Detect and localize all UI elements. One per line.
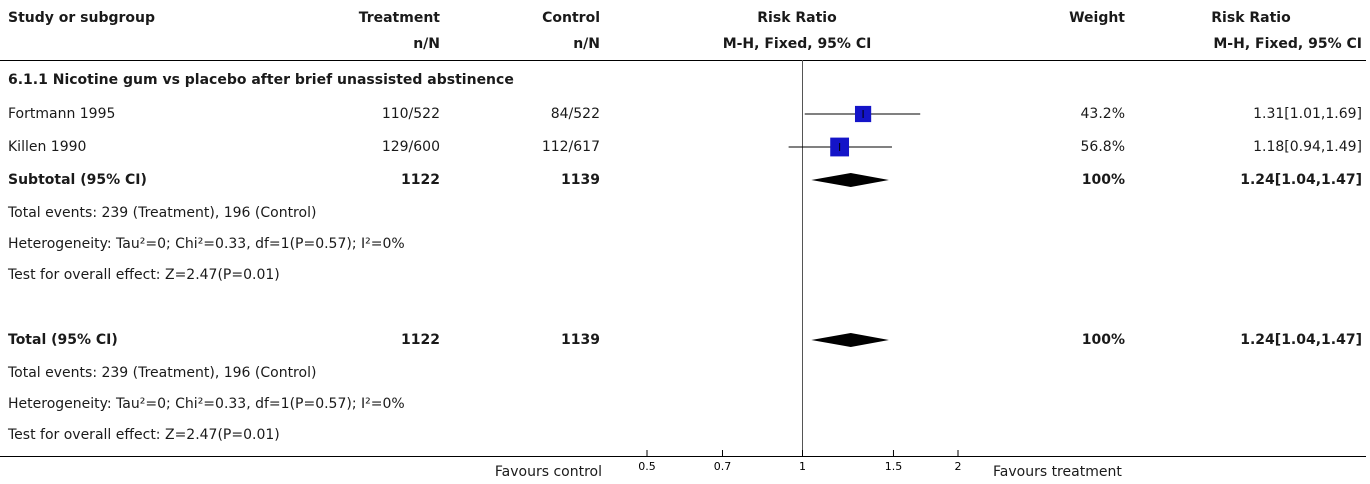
study-name: Killen 1990 bbox=[8, 139, 87, 155]
header-risk-ratio-value: Risk Ratio bbox=[1211, 10, 1291, 26]
subgroup-overall-effect: Test for overall effect: Z=2.47(P=0.01) bbox=[8, 267, 280, 283]
pooled-effect-diamond bbox=[811, 333, 889, 347]
header-control: Control bbox=[542, 10, 600, 26]
total-treatment: 1122 bbox=[401, 332, 440, 348]
total-heterogeneity: Heterogeneity: Tau²=0; Chi²=0.33, df=1(P… bbox=[8, 396, 405, 412]
header-divider bbox=[0, 60, 1366, 61]
header-control-sub: n/N bbox=[573, 36, 600, 52]
subgroup-title: 6.1.1 Nicotine gum vs placebo after brie… bbox=[8, 72, 514, 88]
header-study: Study or subgroup bbox=[8, 10, 156, 26]
axis-tick-label: 0.7 bbox=[714, 460, 732, 473]
footer-divider bbox=[0, 456, 1366, 457]
study-control: 84/522 bbox=[550, 106, 600, 122]
subgroup-heterogeneity: Heterogeneity: Tau²=0; Chi²=0.33, df=1(P… bbox=[8, 236, 405, 252]
study-weight: 43.2% bbox=[1080, 106, 1125, 122]
axis-tick-label: 1 bbox=[799, 460, 806, 473]
header-risk-ratio-plot: Risk Ratio bbox=[757, 10, 837, 26]
favours-control-label: Favours control bbox=[494, 464, 602, 480]
total-weight: 100% bbox=[1081, 332, 1125, 348]
study-treatment: 110/522 bbox=[381, 106, 440, 122]
study-ci: 1.18[0.94,1.49] bbox=[1253, 139, 1362, 155]
study-control: 112/617 bbox=[541, 139, 600, 155]
header-treatment-sub: n/N bbox=[413, 36, 440, 52]
total-label: Total (95% CI) bbox=[8, 332, 118, 348]
axis-tick-label: 0.5 bbox=[638, 460, 656, 473]
subtotal-treatment: 1122 bbox=[401, 172, 440, 188]
subgroup-total-events: Total events: 239 (Treatment), 196 (Cont… bbox=[8, 205, 317, 221]
subtotal-control: 1139 bbox=[561, 172, 600, 188]
subtotal-ci: 1.24[1.04,1.47] bbox=[1240, 172, 1362, 188]
total-events: Total events: 239 (Treatment), 196 (Cont… bbox=[8, 365, 317, 381]
total-overall-effect: Test for overall effect: Z=2.47(P=0.01) bbox=[8, 427, 280, 443]
study-weight: 56.8% bbox=[1080, 139, 1125, 155]
subtotal-label: Subtotal (95% CI) bbox=[8, 172, 147, 188]
total-control: 1139 bbox=[561, 332, 600, 348]
axis-tick-label: 1.5 bbox=[885, 460, 903, 473]
header-risk-ratio-value-sub: M-H, Fixed, 95% CI bbox=[1213, 36, 1362, 52]
pooled-effect-diamond bbox=[811, 173, 889, 187]
study-ci: 1.31[1.01,1.69] bbox=[1253, 106, 1362, 122]
study-treatment: 129/600 bbox=[381, 139, 440, 155]
favours-treatment-label: Favours treatment bbox=[993, 464, 1122, 480]
header-risk-ratio-plot-sub: M-H, Fixed, 95% CI bbox=[722, 36, 872, 52]
total-ci: 1.24[1.04,1.47] bbox=[1240, 332, 1362, 348]
subtotal-weight: 100% bbox=[1081, 172, 1125, 188]
header-treatment: Treatment bbox=[358, 10, 440, 26]
header-weight: Weight bbox=[1069, 10, 1125, 26]
study-name: Fortmann 1995 bbox=[8, 106, 116, 122]
axis-tick-label: 2 bbox=[955, 460, 962, 473]
